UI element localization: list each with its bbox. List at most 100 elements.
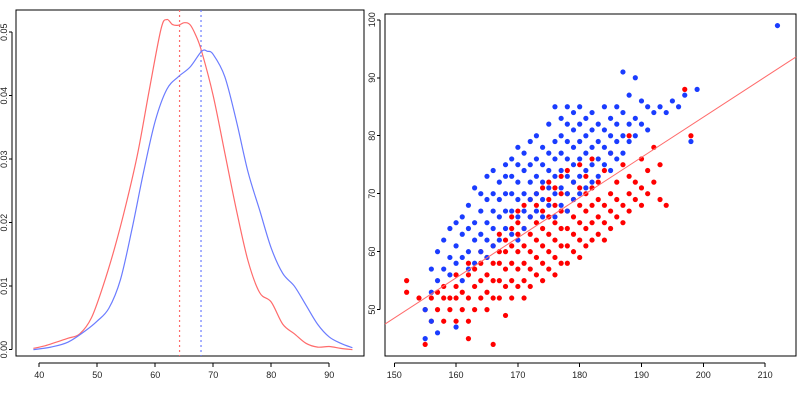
scatter-point-red — [583, 225, 589, 232]
scatter-point-red — [509, 243, 515, 249]
scatter-point-red — [447, 295, 453, 301]
right-y-tick-label: 80 — [367, 131, 377, 141]
scatter-point-blue — [515, 196, 521, 203]
scatter-point-blue — [459, 278, 465, 284]
right-y-tick-label: 70 — [367, 189, 377, 199]
scatter-point-blue — [490, 243, 496, 249]
scatter-point-red — [484, 289, 490, 295]
scatter-point-red — [601, 167, 608, 174]
scatter-point-blue — [502, 191, 509, 197]
scatter-point-blue — [490, 191, 496, 197]
right-x-tick-label: 170 — [510, 370, 525, 380]
scatter-point-blue — [533, 156, 540, 162]
scatter-point-blue — [552, 104, 558, 110]
scatter-point-blue — [564, 104, 570, 110]
scatter-point-blue — [607, 167, 614, 174]
scatter-point-blue — [546, 202, 552, 208]
scatter-point-blue — [601, 127, 608, 133]
scatter-point-blue — [577, 121, 583, 127]
scatter-point-red — [620, 202, 626, 208]
left-x-tick-label: 50 — [92, 370, 102, 380]
left-y-tick-label: 0.02 — [0, 214, 9, 232]
scatter-point-red — [558, 208, 564, 214]
scatter-point-red — [404, 278, 410, 284]
scatter-point-blue — [472, 220, 478, 226]
scatter-point-red — [453, 318, 459, 324]
right-x-tick-label: 190 — [634, 370, 649, 380]
scatter-point-blue — [614, 121, 620, 127]
scatter-point-blue — [558, 202, 564, 208]
scatter-point-red — [564, 260, 570, 266]
scatter-point-blue — [459, 214, 465, 220]
scatter-point-red — [540, 278, 546, 284]
scatter-point-red — [515, 220, 521, 226]
scatter-point-red — [416, 295, 422, 301]
scatter-point-blue — [496, 196, 502, 203]
scatter-point-red — [688, 133, 694, 139]
scatter-point-blue — [478, 231, 484, 237]
scatter-point-red — [546, 196, 552, 203]
scatter-point-blue — [626, 121, 632, 127]
scatter-point-red — [552, 185, 558, 191]
scatter-point-red — [441, 295, 447, 301]
scatter-point-red — [657, 162, 663, 168]
scatter-point-red — [577, 162, 583, 168]
scatter-point-blue — [428, 318, 434, 324]
scatter-point-blue — [540, 162, 546, 168]
scatter-point-red — [564, 225, 570, 232]
scatter-point-blue — [515, 162, 521, 168]
scatter-point-red — [595, 231, 601, 237]
scatter-point-red — [502, 266, 509, 272]
scatter-point-blue — [428, 266, 434, 272]
scatter-point-red — [614, 214, 620, 220]
scatter-point-red — [601, 237, 608, 243]
scatter-point-red — [632, 179, 638, 185]
scatter-point-blue — [484, 173, 490, 179]
scatter-point-blue — [626, 138, 632, 145]
scatter-point-red — [595, 179, 601, 185]
scatter-point-blue — [614, 156, 620, 162]
scatter-point-blue — [478, 249, 484, 255]
scatter-point-blue — [490, 225, 496, 232]
scatter-point-red — [465, 295, 472, 301]
scatter-point-blue — [453, 220, 459, 226]
scatter-point-red — [459, 307, 465, 313]
scatter-point-blue — [694, 86, 700, 92]
scatter-point-blue — [589, 109, 595, 116]
scatter-point-red — [577, 220, 583, 226]
scatter-point-blue — [638, 121, 645, 127]
scatter-point-red — [626, 133, 632, 139]
scatter-point-red — [558, 173, 564, 179]
scatter-point-blue — [447, 254, 453, 261]
scatter-point-red — [490, 260, 496, 266]
right-x-tick-label: 160 — [449, 370, 464, 380]
scatter-point-blue — [577, 173, 583, 179]
density-line-1 — [33, 18, 353, 351]
scatter-point-blue — [490, 167, 496, 174]
scatter-point-red — [478, 278, 484, 284]
scatter-point-red — [453, 283, 459, 290]
scatter-point-blue — [589, 144, 595, 150]
scatter-point-red — [663, 202, 669, 208]
regression-line — [384, 56, 797, 325]
right-y-tick-label: 60 — [367, 247, 377, 257]
scatter-point-blue — [453, 243, 459, 249]
scatter-point-red — [533, 220, 540, 226]
scatter-point-blue — [509, 208, 515, 214]
scatter-point-red — [533, 254, 540, 261]
scatter-point-blue — [558, 150, 564, 156]
scatter-point-blue — [533, 133, 540, 139]
scatter-point-red — [527, 249, 533, 255]
scatter-point-blue — [552, 138, 558, 145]
scatter-point-blue — [601, 162, 608, 168]
right-y-tick-label: 100 — [367, 12, 377, 27]
left-y-tick-label: 0.03 — [0, 150, 9, 168]
scatter-point-red — [570, 249, 577, 255]
density-line-2 — [33, 49, 353, 351]
scatter-point-blue — [540, 196, 546, 203]
right-y-tick-label: 50 — [367, 305, 377, 315]
scatter-point-blue — [645, 127, 651, 133]
scatter-point-blue — [540, 179, 546, 185]
scatter-point-red — [577, 202, 583, 208]
